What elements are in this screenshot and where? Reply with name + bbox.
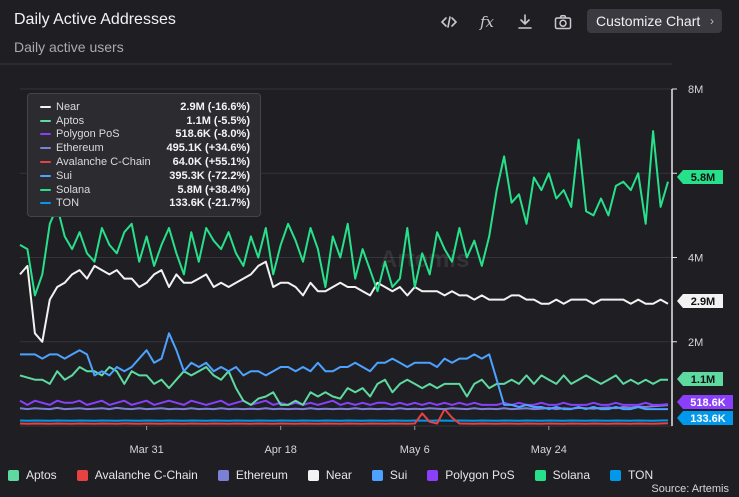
tooltip-series-name: Ethereum [56, 142, 104, 155]
y-tick-label: 2M [688, 337, 703, 349]
tooltip-series-name: Solana [56, 183, 91, 196]
legend-label: Polygon PoS [445, 468, 515, 482]
tooltip-series-value: 64.0K (+55.1%) [172, 156, 250, 169]
x-tick-label: Apr 18 [264, 444, 296, 456]
formula-icon[interactable]: fx [479, 13, 494, 31]
x-tick-label: Mar 31 [129, 444, 163, 456]
legend-label: Ethereum [235, 468, 288, 482]
tooltip-row: Aptos 1.1M (-5.5%) [40, 114, 250, 128]
legend-item-polygon-pos[interactable]: Polygon PoS [427, 468, 515, 482]
end-label-text: 518.6K [690, 397, 726, 409]
end-label-text: 1.1M [691, 374, 715, 386]
legend-item-sui[interactable]: Sui [371, 468, 408, 482]
download-icon[interactable] [506, 10, 544, 34]
x-tick-label: May 6 [400, 444, 430, 456]
tooltip-series-value: 2.9M (-16.6%) [180, 100, 250, 113]
tooltip-row: Polygon PoS 518.6K (-8.0%) [40, 128, 250, 142]
tooltip-series-value: 1.1M (-5.5%) [186, 114, 250, 127]
tooltip-series-name: Aptos [56, 114, 85, 127]
series-line-near[interactable] [19, 260, 669, 343]
legend-swatch [307, 469, 319, 481]
y-tick-label: 8M [688, 84, 703, 96]
legend-swatch [610, 469, 622, 481]
tooltip-swatch [40, 133, 51, 136]
end-label-aptos: 1.1M [677, 372, 723, 386]
end-label-ton: 133.6K [677, 411, 733, 425]
tooltip-series-value: 395.3K (-72.2%) [169, 169, 250, 182]
tooltip-series-name: Near [56, 100, 80, 113]
end-label-text: 2.9M [691, 296, 715, 308]
tooltip-series-value: 495.1K (+34.6%) [166, 142, 250, 155]
end-label-polygon-pos: 518.6K [677, 395, 733, 409]
legend-label: Solana [552, 468, 591, 482]
legend-label: TON [628, 468, 654, 482]
legend-swatch [371, 469, 383, 481]
chart-title: Daily Active Addresses [14, 11, 176, 28]
tooltip-row: Near 2.9M (-16.6%) [40, 100, 250, 114]
tooltip-row: Avalanche C-Chain 64.0K (+55.1%) [40, 155, 250, 169]
hover-tooltip: Near 2.9M (-16.6%) Aptos 1.1M (-5.5%) Polygo… [27, 93, 261, 217]
tooltip-swatch [40, 119, 51, 122]
customize-chart-label: Customize Chart [596, 13, 701, 29]
chevron-right-icon: › [710, 14, 714, 28]
legend-item-ethereum[interactable]: Ethereum [217, 468, 288, 482]
tooltip-swatch [40, 105, 51, 108]
tooltip-series-value: 518.6K (-8.0%) [175, 128, 250, 141]
y-tick-label: 4M [688, 253, 703, 265]
tooltip-row: Solana 5.8M (+38.4%) [40, 183, 250, 197]
legend-label: Near [325, 468, 352, 482]
end-label-text: 133.6K [690, 413, 726, 425]
series-line-sui[interactable] [20, 332, 668, 411]
end-label-text: 5.8M [691, 172, 715, 184]
toolbar: fx [430, 10, 582, 34]
customize-chart-button[interactable]: Customize Chart › [587, 9, 722, 33]
tooltip-row: Sui 395.3K (-72.2%) [40, 169, 250, 183]
camera-icon[interactable] [544, 10, 582, 34]
legend-label: Sui [389, 468, 408, 482]
legend-label: Aptos [26, 468, 57, 482]
tooltip-series-name: Polygon PoS [56, 128, 120, 141]
series-line-avalanche-c-chain[interactable] [19, 408, 669, 425]
tooltip-swatch [40, 202, 51, 205]
series-line-polygon-pos[interactable] [19, 399, 669, 406]
chart-subtitle: Daily active users [14, 39, 124, 55]
tooltip-series-name: Avalanche C-Chain [56, 156, 151, 169]
legend-item-avalanche-c-chain[interactable]: Avalanche C-Chain [76, 468, 198, 482]
end-label-solana: 5.8M [677, 170, 723, 184]
tooltip-series-name: TON [56, 197, 80, 210]
legend: Aptos Avalanche C-Chain Ethereum Near Sui Pol… [8, 468, 673, 482]
embed-icon[interactable] [430, 10, 468, 34]
tooltip-series-value: 133.6K (-21.7%) [169, 197, 250, 210]
tooltip-row: TON 133.6K (-21.7%) [40, 197, 250, 211]
series-line-aptos[interactable] [19, 366, 668, 406]
legend-item-near[interactable]: Near [307, 468, 352, 482]
tooltip-swatch [40, 147, 51, 150]
legend-swatch [8, 469, 19, 481]
end-label-near: 2.9M [677, 294, 723, 308]
tooltip-swatch [40, 188, 51, 191]
legend-swatch [427, 469, 439, 481]
legend-swatch [217, 469, 229, 481]
x-tick-label: May 24 [531, 444, 567, 456]
tooltip-series-value: 5.8M (+38.4%) [177, 183, 250, 196]
legend-swatch [534, 469, 546, 481]
tooltip-series-name: Sui [56, 169, 72, 182]
source-note: Source: Artemis [651, 483, 729, 495]
legend-swatch [76, 469, 88, 481]
tooltip-swatch [40, 161, 51, 164]
legend-item-solana[interactable]: Solana [534, 468, 591, 482]
tooltip-swatch [40, 174, 51, 177]
legend-label: Avalanche C-Chain [94, 468, 198, 482]
legend-item-ton[interactable]: TON [610, 468, 653, 482]
tooltip-row: Ethereum 495.1K (+34.6%) [40, 141, 250, 155]
legend-item-aptos[interactable]: Aptos [8, 468, 57, 482]
series-line-solana[interactable] [19, 130, 669, 297]
